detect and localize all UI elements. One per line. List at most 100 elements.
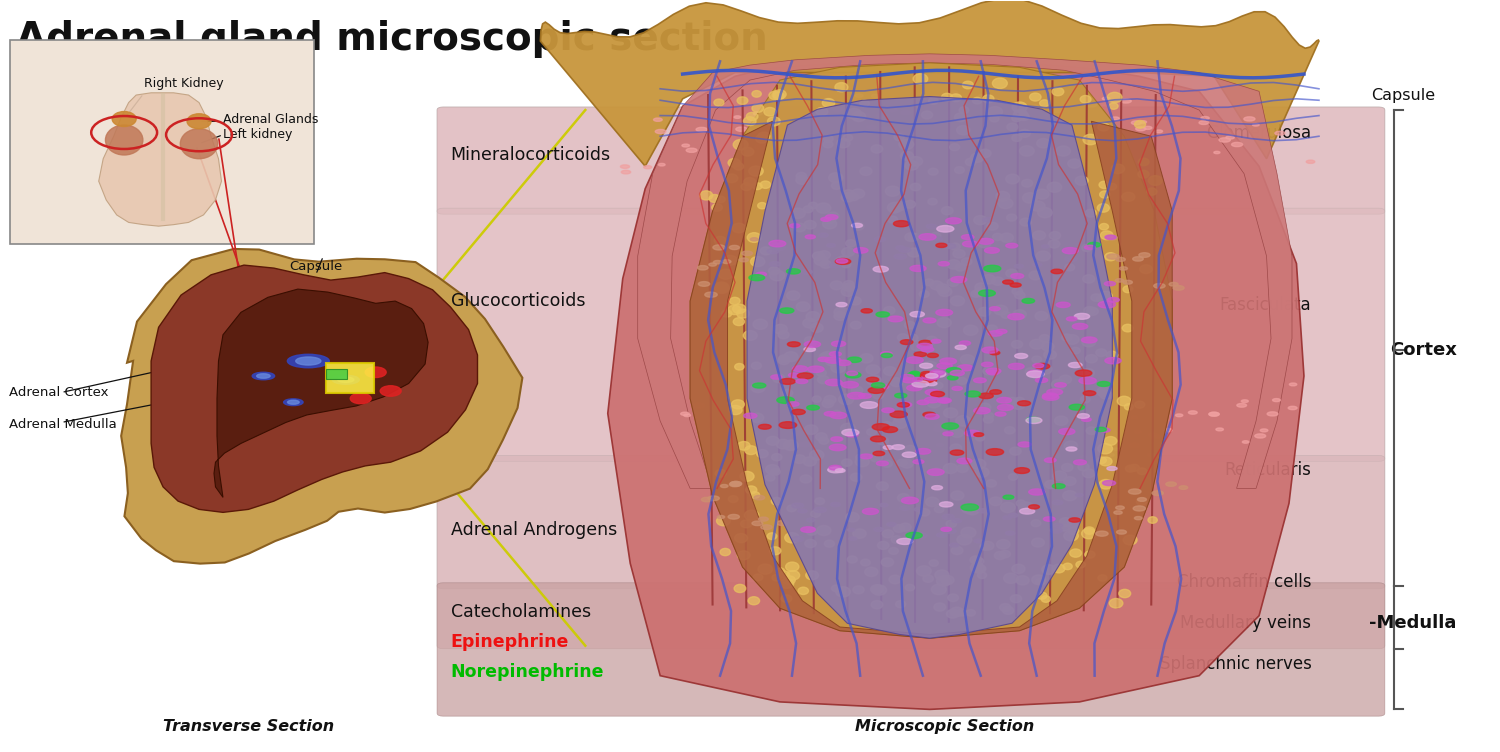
Ellipse shape bbox=[1007, 174, 1020, 183]
Ellipse shape bbox=[744, 117, 756, 126]
Ellipse shape bbox=[772, 374, 784, 383]
Ellipse shape bbox=[922, 575, 933, 582]
Ellipse shape bbox=[986, 325, 998, 333]
Ellipse shape bbox=[1046, 113, 1054, 116]
Ellipse shape bbox=[1137, 498, 1146, 505]
Ellipse shape bbox=[932, 96, 940, 99]
Ellipse shape bbox=[798, 587, 808, 595]
Ellipse shape bbox=[843, 135, 852, 141]
Ellipse shape bbox=[1010, 283, 1022, 287]
Ellipse shape bbox=[849, 297, 861, 305]
Ellipse shape bbox=[958, 107, 969, 114]
Ellipse shape bbox=[831, 411, 842, 417]
Ellipse shape bbox=[770, 91, 782, 100]
Ellipse shape bbox=[940, 575, 954, 584]
Ellipse shape bbox=[1100, 181, 1110, 189]
Ellipse shape bbox=[1059, 429, 1076, 435]
Ellipse shape bbox=[951, 429, 963, 438]
Ellipse shape bbox=[1011, 274, 1023, 278]
Ellipse shape bbox=[806, 311, 820, 321]
Ellipse shape bbox=[822, 99, 834, 108]
Ellipse shape bbox=[1176, 414, 1184, 417]
Ellipse shape bbox=[849, 537, 856, 540]
Ellipse shape bbox=[698, 265, 708, 270]
Ellipse shape bbox=[796, 176, 808, 184]
Ellipse shape bbox=[926, 497, 939, 507]
Ellipse shape bbox=[1052, 87, 1064, 96]
Ellipse shape bbox=[900, 151, 914, 160]
Ellipse shape bbox=[962, 504, 975, 514]
Ellipse shape bbox=[1041, 342, 1054, 351]
Ellipse shape bbox=[904, 233, 916, 241]
Ellipse shape bbox=[948, 594, 958, 602]
Ellipse shape bbox=[800, 475, 812, 483]
Ellipse shape bbox=[951, 491, 964, 500]
Ellipse shape bbox=[1116, 506, 1125, 510]
Polygon shape bbox=[690, 63, 1172, 638]
Ellipse shape bbox=[960, 341, 970, 345]
Ellipse shape bbox=[1019, 442, 1031, 447]
Ellipse shape bbox=[1107, 92, 1122, 103]
Ellipse shape bbox=[744, 331, 758, 341]
Ellipse shape bbox=[1096, 531, 1108, 536]
Ellipse shape bbox=[1040, 335, 1050, 342]
Ellipse shape bbox=[790, 208, 806, 218]
Ellipse shape bbox=[644, 165, 652, 168]
Ellipse shape bbox=[1242, 400, 1248, 402]
Ellipse shape bbox=[984, 265, 1000, 271]
Ellipse shape bbox=[723, 256, 738, 265]
Ellipse shape bbox=[859, 100, 870, 107]
Ellipse shape bbox=[1064, 531, 1078, 541]
Ellipse shape bbox=[708, 496, 720, 501]
Ellipse shape bbox=[894, 393, 908, 398]
Ellipse shape bbox=[930, 393, 942, 397]
Ellipse shape bbox=[910, 265, 926, 271]
Ellipse shape bbox=[880, 352, 892, 356]
Ellipse shape bbox=[942, 423, 958, 429]
Ellipse shape bbox=[940, 527, 951, 532]
Ellipse shape bbox=[1035, 311, 1048, 320]
Ellipse shape bbox=[970, 290, 981, 297]
Ellipse shape bbox=[1268, 412, 1278, 416]
Ellipse shape bbox=[839, 394, 854, 405]
Ellipse shape bbox=[1209, 412, 1219, 416]
Ellipse shape bbox=[1132, 256, 1143, 261]
Ellipse shape bbox=[1112, 117, 1119, 120]
Ellipse shape bbox=[846, 432, 858, 437]
Ellipse shape bbox=[1220, 138, 1230, 142]
Ellipse shape bbox=[998, 398, 1011, 403]
Ellipse shape bbox=[1053, 471, 1066, 481]
Ellipse shape bbox=[957, 365, 974, 371]
Ellipse shape bbox=[770, 241, 786, 247]
Ellipse shape bbox=[1149, 176, 1162, 185]
Ellipse shape bbox=[938, 398, 951, 403]
Ellipse shape bbox=[834, 307, 849, 317]
Ellipse shape bbox=[986, 449, 1004, 455]
Ellipse shape bbox=[975, 467, 988, 478]
Ellipse shape bbox=[1100, 457, 1112, 465]
Ellipse shape bbox=[1082, 417, 1090, 421]
Ellipse shape bbox=[828, 439, 837, 443]
Ellipse shape bbox=[1137, 498, 1146, 502]
Ellipse shape bbox=[1070, 405, 1084, 410]
Ellipse shape bbox=[858, 114, 870, 118]
Ellipse shape bbox=[1036, 138, 1050, 148]
Ellipse shape bbox=[794, 455, 806, 463]
Ellipse shape bbox=[926, 390, 940, 395]
Ellipse shape bbox=[1038, 364, 1052, 374]
Ellipse shape bbox=[927, 399, 940, 408]
Ellipse shape bbox=[1070, 518, 1080, 522]
Ellipse shape bbox=[897, 538, 912, 544]
Ellipse shape bbox=[765, 465, 780, 475]
Ellipse shape bbox=[936, 533, 946, 537]
Ellipse shape bbox=[1134, 401, 1144, 408]
Ellipse shape bbox=[927, 374, 939, 378]
Ellipse shape bbox=[898, 132, 904, 135]
Ellipse shape bbox=[758, 202, 766, 209]
Ellipse shape bbox=[1065, 264, 1074, 271]
Text: Adrenal gland microscopic section: Adrenal gland microscopic section bbox=[16, 20, 768, 58]
Ellipse shape bbox=[975, 283, 987, 292]
Ellipse shape bbox=[1125, 404, 1134, 410]
Ellipse shape bbox=[1007, 269, 1017, 277]
Ellipse shape bbox=[1084, 307, 1095, 314]
